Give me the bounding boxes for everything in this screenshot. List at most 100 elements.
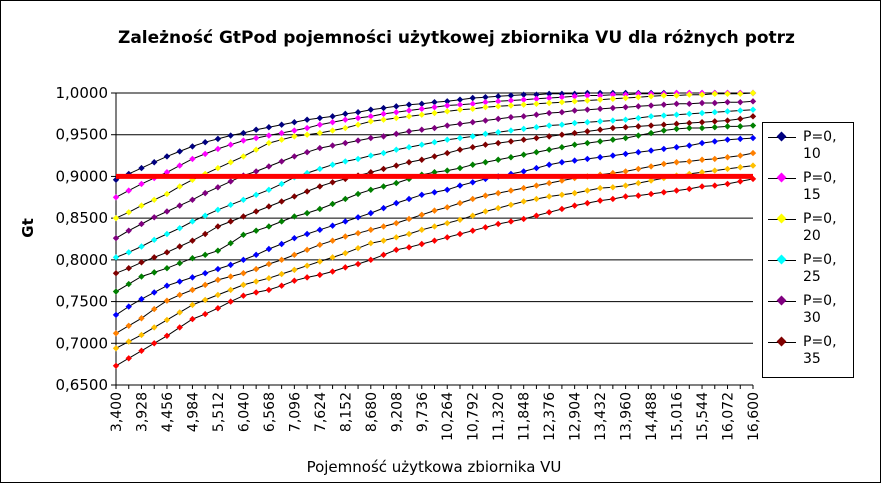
data-point	[112, 254, 120, 261]
data-point	[176, 148, 183, 155]
data-point	[558, 205, 566, 213]
data-point	[711, 108, 718, 116]
data-point	[227, 298, 234, 305]
data-point	[635, 93, 642, 101]
data-point	[367, 118, 374, 125]
data-point	[303, 124, 311, 132]
data-point	[214, 135, 222, 143]
legend-label: P=0, 20	[803, 211, 837, 244]
data-point	[647, 113, 655, 120]
data-point	[711, 124, 718, 131]
x-tick-label: 10,792	[466, 392, 482, 441]
data-point	[380, 183, 387, 190]
data-point	[214, 291, 222, 299]
data-point	[533, 111, 540, 118]
data-point	[393, 199, 400, 207]
data-point	[418, 126, 425, 133]
data-point	[673, 159, 680, 166]
data-point	[444, 149, 451, 157]
data-point	[329, 200, 336, 208]
data-point	[520, 136, 527, 143]
data-point	[163, 332, 171, 339]
data-point	[240, 231, 247, 239]
data-point	[367, 209, 374, 217]
data-point	[558, 191, 566, 198]
x-tick-label: 3,928	[134, 392, 150, 432]
data-point	[545, 99, 553, 107]
data-point	[533, 212, 540, 219]
y-tick-label: 0,9000	[56, 167, 109, 185]
data-point	[316, 271, 324, 279]
data-point	[558, 144, 566, 151]
data-point	[125, 209, 132, 216]
data-point	[201, 296, 209, 304]
data-point	[291, 127, 298, 134]
data-point	[596, 105, 604, 113]
legend: P=0, 10 P=0, 15 P=0, 20 P=0, 25 P=0, 30 P=0, …	[762, 122, 854, 378]
x-tick-label: 16,072	[721, 392, 737, 441]
data-point	[380, 149, 387, 157]
data-point	[660, 92, 668, 99]
data-point	[189, 286, 196, 294]
data-point	[647, 163, 655, 170]
data-point	[533, 91, 540, 98]
data-point	[571, 98, 578, 105]
legend-item: P=0, 25	[763, 250, 855, 290]
data-point	[609, 136, 617, 143]
data-point	[482, 103, 489, 111]
legend-item: P=0, 35	[763, 332, 855, 372]
data-point	[354, 121, 362, 128]
data-point	[329, 237, 336, 244]
data-point	[456, 164, 464, 172]
data-point	[252, 265, 260, 273]
data-point	[138, 164, 145, 172]
data-point	[673, 125, 680, 133]
data-point	[278, 218, 285, 225]
data-point	[380, 204, 387, 212]
data-point	[609, 104, 617, 112]
data-point	[329, 254, 336, 261]
data-point	[609, 195, 617, 203]
data-point	[520, 151, 527, 158]
data-point	[596, 154, 604, 161]
data-point	[380, 116, 387, 123]
x-tick-label: 13,960	[619, 392, 635, 441]
data-point	[495, 129, 502, 136]
data-point	[151, 236, 158, 244]
data-point	[252, 126, 260, 133]
data-point	[163, 169, 171, 176]
data-point	[482, 93, 489, 101]
data-point	[571, 107, 578, 114]
data-point	[393, 114, 400, 122]
data-point	[342, 124, 349, 132]
data-point	[533, 100, 540, 108]
data-point	[698, 124, 706, 132]
data-point	[125, 249, 132, 256]
data-point	[138, 243, 145, 250]
data-point	[647, 93, 655, 100]
data-point	[125, 355, 132, 362]
x-axis-label: Pojemność użytkowa zbiornika VU	[307, 458, 562, 476]
data-point	[520, 184, 527, 192]
data-point	[189, 274, 196, 281]
data-point	[329, 142, 336, 149]
data-point	[737, 178, 744, 185]
series-4	[112, 106, 757, 261]
data-point	[495, 220, 502, 228]
data-point	[240, 270, 247, 277]
data-point	[189, 155, 196, 163]
data-point	[201, 139, 209, 146]
data-point	[444, 167, 451, 174]
data-point	[112, 311, 120, 319]
data-point	[737, 152, 744, 159]
data-point	[495, 189, 502, 197]
data-point	[418, 211, 425, 219]
data-point	[737, 90, 744, 98]
data-point	[380, 165, 387, 173]
data-point	[227, 141, 234, 148]
data-point	[201, 281, 209, 289]
data-point	[252, 191, 260, 198]
data-point	[227, 132, 234, 139]
x-tick-label: 9,736	[415, 392, 431, 432]
data-point	[456, 106, 464, 113]
